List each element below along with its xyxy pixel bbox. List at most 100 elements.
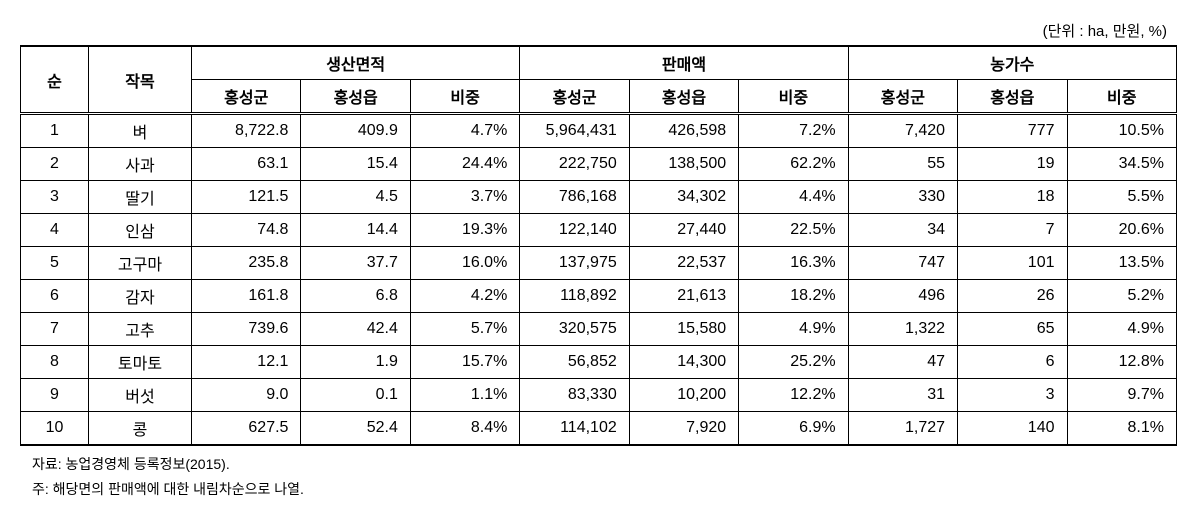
cell-farms-ratio: 20.6% — [1067, 214, 1177, 247]
header-area-gun: 홍성군 — [192, 80, 301, 114]
cell-sales-eup: 34,302 — [629, 181, 738, 214]
header-area-ratio: 비중 — [410, 80, 519, 114]
table-row: 4인삼74.814.419.3%122,14027,44022.5%34720.… — [21, 214, 1177, 247]
table-row: 6감자161.86.84.2%118,89221,61318.2%496265.… — [21, 280, 1177, 313]
cell-area-ratio: 4.2% — [410, 280, 519, 313]
cell-sales-gun: 137,975 — [520, 247, 629, 280]
cell-area-gun: 74.8 — [192, 214, 301, 247]
cell-farms-eup: 65 — [958, 313, 1067, 346]
cell-sales-gun: 5,964,431 — [520, 114, 629, 148]
cell-area-gun: 8,722.8 — [192, 114, 301, 148]
footnote-note: 주: 해당면의 판매액에 대한 내림차순으로 나열. — [32, 477, 1177, 502]
cell-sales-eup: 138,500 — [629, 148, 738, 181]
cell-rank: 2 — [21, 148, 89, 181]
cell-rank: 4 — [21, 214, 89, 247]
cell-item: 콩 — [89, 412, 192, 446]
cell-area-gun: 161.8 — [192, 280, 301, 313]
cell-area-gun: 739.6 — [192, 313, 301, 346]
cell-farms-ratio: 12.8% — [1067, 346, 1177, 379]
cell-area-ratio: 16.0% — [410, 247, 519, 280]
table-row: 10콩627.552.48.4%114,1027,9206.9%1,727140… — [21, 412, 1177, 446]
cell-farms-gun: 47 — [848, 346, 957, 379]
cell-farms-ratio: 10.5% — [1067, 114, 1177, 148]
footnote-source: 자료: 농업경영체 등록정보(2015). — [32, 452, 1177, 477]
cell-rank: 1 — [21, 114, 89, 148]
cell-area-ratio: 15.7% — [410, 346, 519, 379]
cell-farms-ratio: 5.5% — [1067, 181, 1177, 214]
cell-farms-eup: 101 — [958, 247, 1067, 280]
cell-area-eup: 52.4 — [301, 412, 410, 446]
data-table: 순 작목 생산면적 판매액 농가수 홍성군 홍성읍 비중 홍성군 홍성읍 비중 … — [20, 45, 1177, 446]
cell-area-ratio: 1.1% — [410, 379, 519, 412]
cell-item: 토마토 — [89, 346, 192, 379]
cell-farms-gun: 34 — [848, 214, 957, 247]
cell-farms-eup: 3 — [958, 379, 1067, 412]
cell-sales-ratio: 18.2% — [739, 280, 848, 313]
cell-farms-eup: 26 — [958, 280, 1067, 313]
cell-rank: 10 — [21, 412, 89, 446]
cell-area-eup: 4.5 — [301, 181, 410, 214]
cell-rank: 6 — [21, 280, 89, 313]
cell-item: 벼 — [89, 114, 192, 148]
header-group-sales: 판매액 — [520, 46, 848, 80]
header-sales-eup: 홍성읍 — [629, 80, 738, 114]
cell-area-eup: 37.7 — [301, 247, 410, 280]
header-item: 작목 — [89, 46, 192, 114]
cell-sales-ratio: 62.2% — [739, 148, 848, 181]
cell-sales-ratio: 16.3% — [739, 247, 848, 280]
cell-rank: 8 — [21, 346, 89, 379]
cell-area-gun: 9.0 — [192, 379, 301, 412]
cell-farms-ratio: 5.2% — [1067, 280, 1177, 313]
cell-sales-eup: 7,920 — [629, 412, 738, 446]
cell-item: 사과 — [89, 148, 192, 181]
header-sales-ratio: 비중 — [739, 80, 848, 114]
header-sales-gun: 홍성군 — [520, 80, 629, 114]
cell-area-gun: 235.8 — [192, 247, 301, 280]
cell-sales-ratio: 25.2% — [739, 346, 848, 379]
cell-area-eup: 42.4 — [301, 313, 410, 346]
header-rank: 순 — [21, 46, 89, 114]
cell-item: 고구마 — [89, 247, 192, 280]
cell-farms-gun: 1,322 — [848, 313, 957, 346]
cell-sales-eup: 27,440 — [629, 214, 738, 247]
table-row: 8토마토12.11.915.7%56,85214,30025.2%47612.8… — [21, 346, 1177, 379]
cell-farms-ratio: 4.9% — [1067, 313, 1177, 346]
cell-farms-gun: 7,420 — [848, 114, 957, 148]
unit-label: (단위 : ha, 만원, %) — [20, 20, 1177, 41]
cell-area-eup: 1.9 — [301, 346, 410, 379]
cell-farms-eup: 19 — [958, 148, 1067, 181]
cell-sales-eup: 15,580 — [629, 313, 738, 346]
cell-farms-eup: 18 — [958, 181, 1067, 214]
cell-farms-gun: 330 — [848, 181, 957, 214]
cell-rank: 7 — [21, 313, 89, 346]
cell-sales-gun: 114,102 — [520, 412, 629, 446]
cell-area-gun: 121.5 — [192, 181, 301, 214]
cell-sales-ratio: 12.2% — [739, 379, 848, 412]
header-group-area: 생산면적 — [192, 46, 520, 80]
cell-area-ratio: 24.4% — [410, 148, 519, 181]
cell-farms-eup: 777 — [958, 114, 1067, 148]
cell-area-ratio: 8.4% — [410, 412, 519, 446]
cell-area-gun: 627.5 — [192, 412, 301, 446]
table-row: 5고구마235.837.716.0%137,97522,53716.3%7471… — [21, 247, 1177, 280]
table-row: 2사과63.115.424.4%222,750138,50062.2%55193… — [21, 148, 1177, 181]
cell-rank: 3 — [21, 181, 89, 214]
table-row: 7고추739.642.45.7%320,57515,5804.9%1,32265… — [21, 313, 1177, 346]
cell-sales-eup: 21,613 — [629, 280, 738, 313]
cell-area-eup: 14.4 — [301, 214, 410, 247]
cell-item: 딸기 — [89, 181, 192, 214]
cell-area-gun: 12.1 — [192, 346, 301, 379]
cell-farms-ratio: 8.1% — [1067, 412, 1177, 446]
cell-sales-eup: 14,300 — [629, 346, 738, 379]
header-farms-eup: 홍성읍 — [958, 80, 1067, 114]
cell-rank: 9 — [21, 379, 89, 412]
cell-farms-ratio: 9.7% — [1067, 379, 1177, 412]
cell-area-gun: 63.1 — [192, 148, 301, 181]
table-row: 3딸기121.54.53.7%786,16834,3024.4%330185.5… — [21, 181, 1177, 214]
header-farms-gun: 홍성군 — [848, 80, 957, 114]
cell-sales-gun: 122,140 — [520, 214, 629, 247]
cell-sales-gun: 320,575 — [520, 313, 629, 346]
cell-sales-gun: 83,330 — [520, 379, 629, 412]
cell-area-eup: 15.4 — [301, 148, 410, 181]
cell-sales-ratio: 4.9% — [739, 313, 848, 346]
